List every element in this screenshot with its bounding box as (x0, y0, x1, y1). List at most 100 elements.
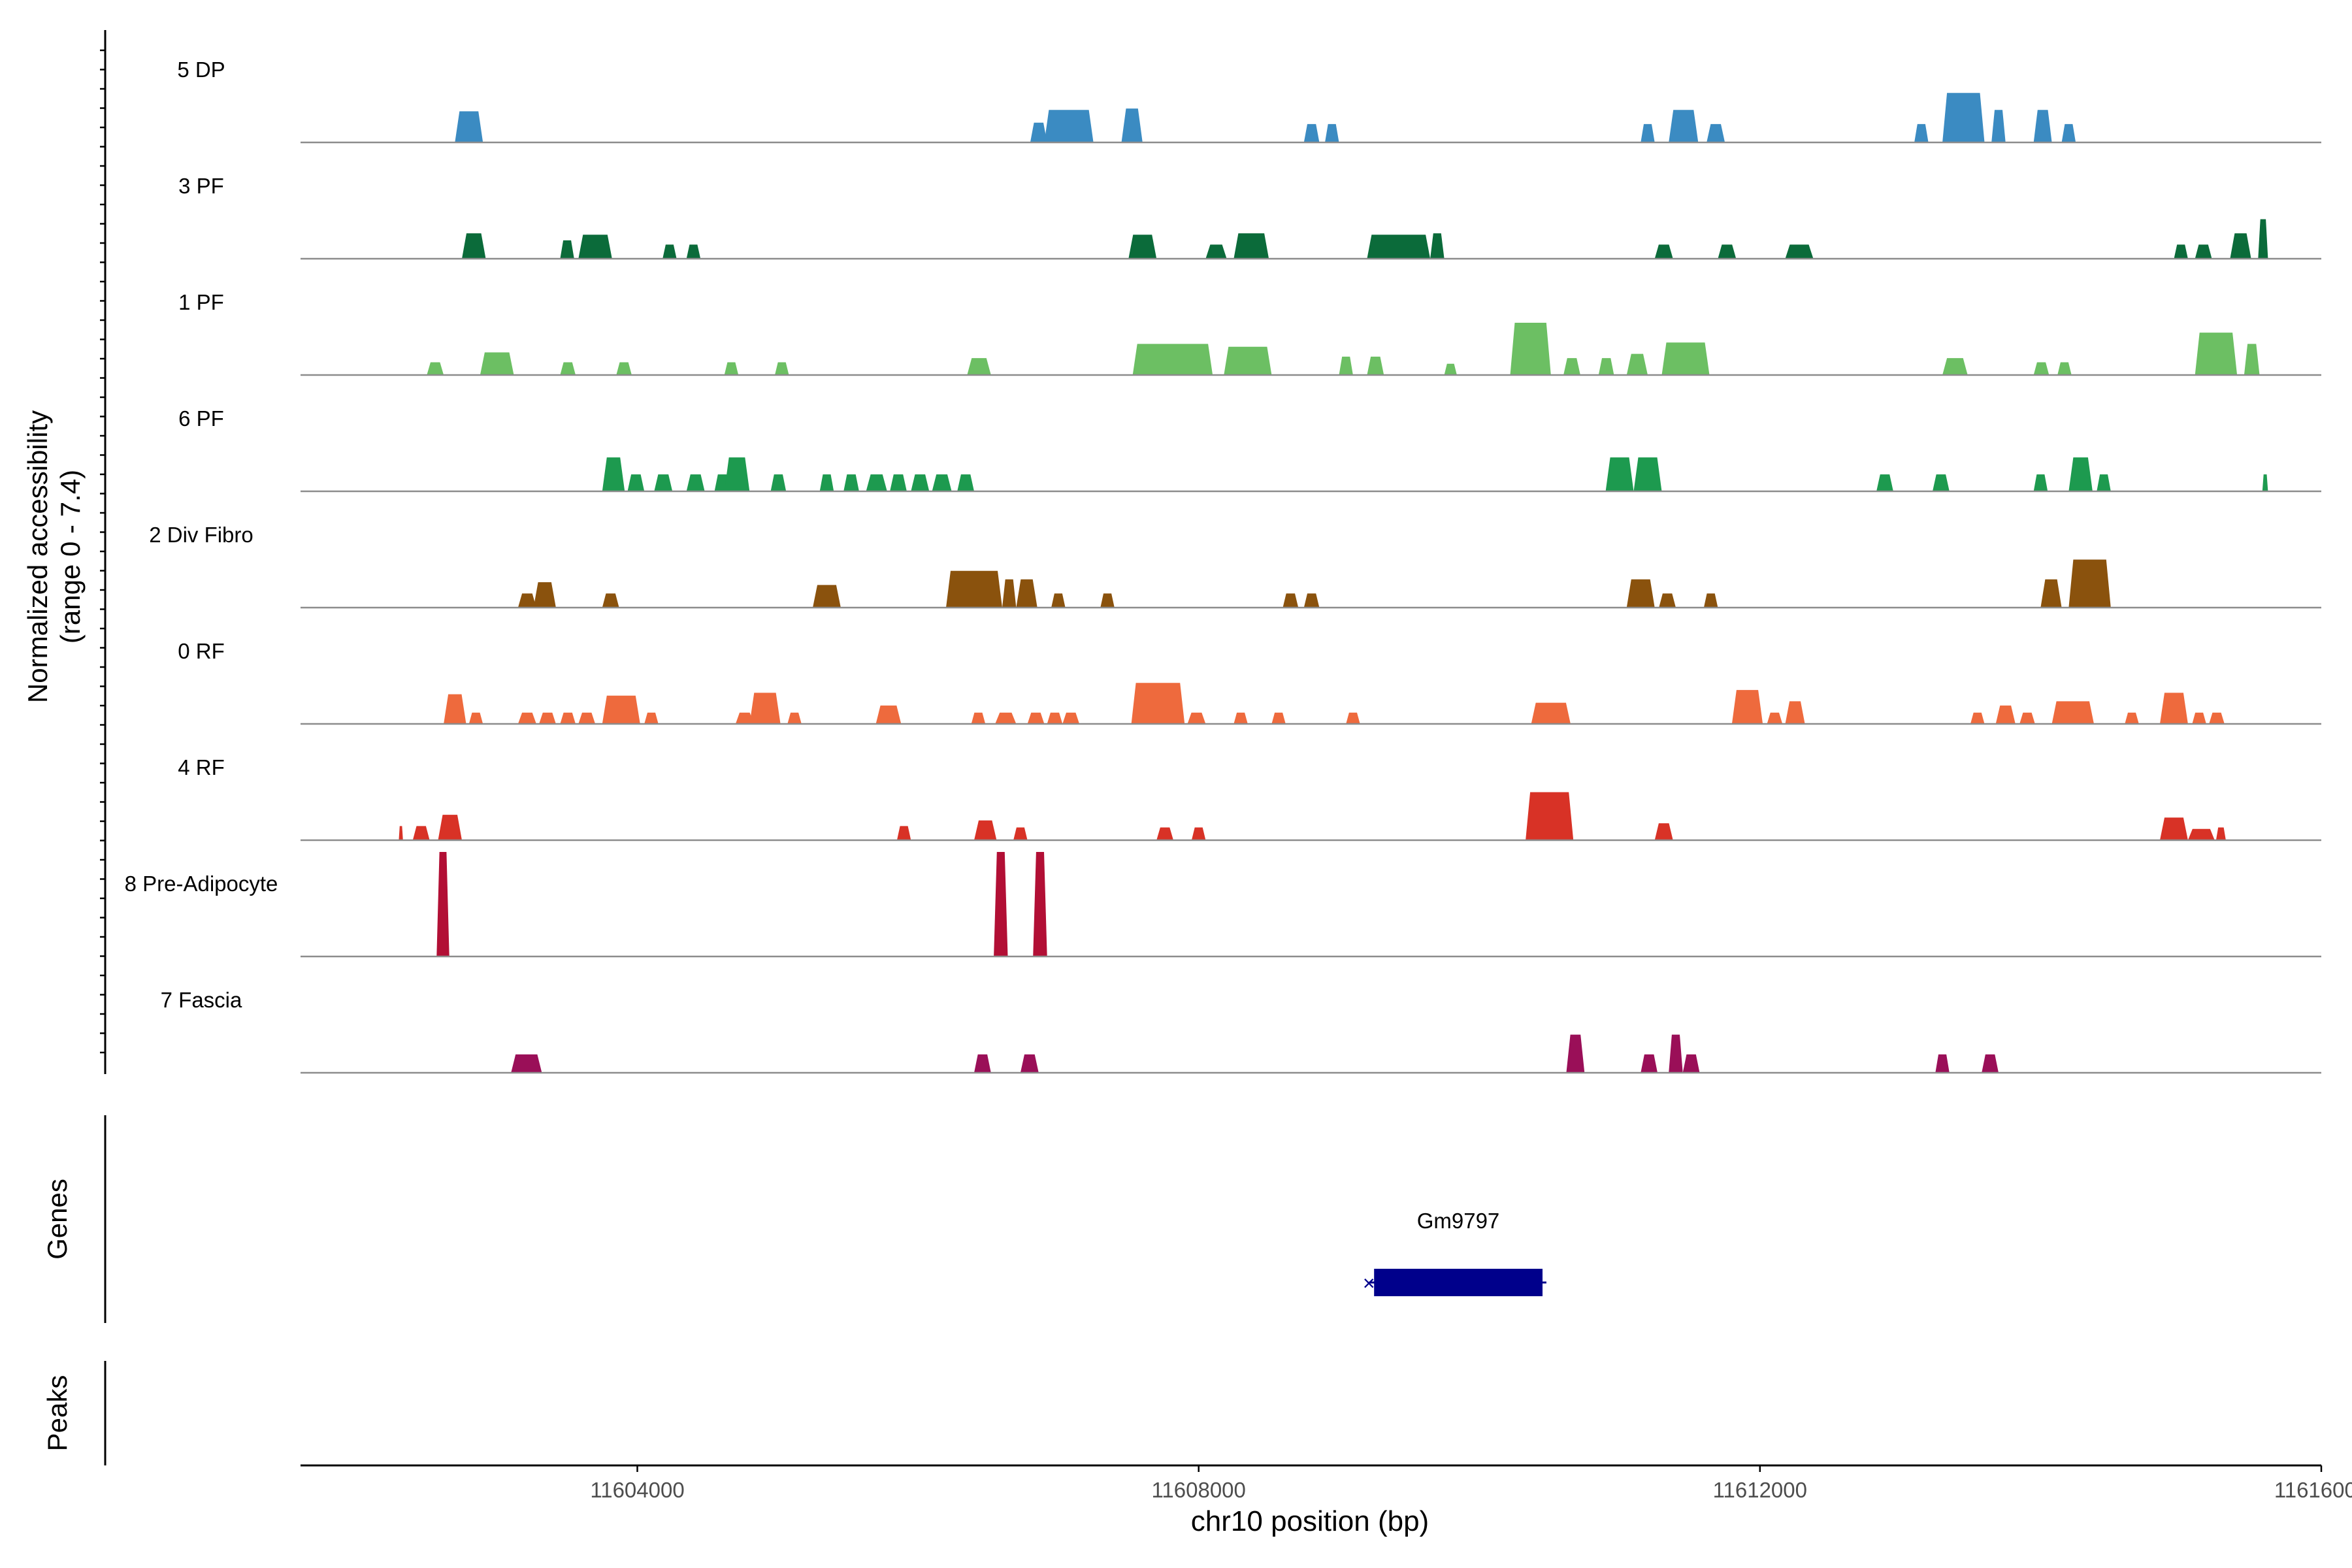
genes-panel-label: Genes (42, 1179, 73, 1260)
coverage-peak (813, 585, 841, 608)
coverage-peak (1233, 233, 1269, 259)
coverage-peak (1346, 712, 1360, 724)
coverage-peak (1935, 1054, 1950, 1073)
coverage-peak (1995, 705, 2016, 724)
coverage-peak (1339, 356, 1353, 375)
track-7-fascia: 7 Fascia (161, 988, 2321, 1074)
coverage-peak (616, 362, 632, 375)
coverage-peak (967, 358, 991, 375)
coverage-peak (866, 474, 887, 491)
coverage-peak (2057, 362, 2072, 375)
coverage-peak (724, 362, 739, 375)
x-axis-label: chr10 position (bp) (1191, 1505, 1429, 1537)
coverage-peak (1282, 593, 1299, 608)
coverage-peak (2192, 712, 2206, 724)
coverage-tracks: 5 DP 3 PF 1 PF 6 PF 2 Div Fibro 0 RF 4 RF 8 Pre… (125, 57, 2321, 1074)
coverage-peak (2262, 474, 2268, 491)
coverage-peak (2125, 712, 2139, 724)
coverage-peak (911, 474, 930, 491)
coverage-peak (2033, 110, 2052, 142)
coverage-peak (1914, 123, 1929, 142)
coverage-peak (890, 474, 907, 491)
coverage-peak (1033, 852, 1047, 956)
coverage-peak (1303, 123, 1320, 142)
coverage-peak (819, 474, 834, 491)
coverage-peak (2195, 333, 2238, 375)
coverage-peak (1303, 593, 1320, 608)
track-label: 0 RF (178, 639, 225, 663)
coverage-peak (1682, 1054, 1700, 1073)
coverage-peak (1942, 358, 1968, 375)
coverage-peak (560, 240, 574, 259)
coverage-peak (1598, 358, 1614, 375)
coverage-peak (1367, 235, 1431, 259)
coverage-peak (686, 244, 701, 259)
coverage-peak (1027, 712, 1045, 724)
coverage-peak (1051, 593, 1066, 608)
coverage-peak (399, 826, 403, 840)
track-label: 5 DP (177, 57, 225, 82)
coverage-peak (1605, 457, 1634, 491)
coverage-peak (1661, 342, 1710, 375)
coverage-peak (1044, 110, 1094, 142)
coverage-peak (971, 712, 986, 724)
coverage-peak (436, 852, 449, 956)
gene-label: Gm9797 (1417, 1209, 1500, 1233)
coverage-peak (787, 712, 802, 724)
coverage-peak (1444, 363, 1457, 375)
coverage-peak (1191, 827, 1206, 840)
coverage-panel-ticks (100, 49, 105, 1054)
coverage-peak (602, 695, 640, 724)
coverage-peak (1718, 244, 1737, 259)
coverage-peak (1626, 579, 1655, 608)
coverage-peak (578, 235, 612, 259)
track-label: 6 PF (178, 406, 224, 431)
coverage-peak (1563, 358, 1580, 375)
track-4-rf: 4 RF (178, 755, 2321, 841)
coverage-peak (896, 826, 911, 840)
coverage-peak (2068, 457, 2093, 491)
coverage-peak (533, 582, 556, 608)
coverage-peak (974, 1054, 991, 1073)
coverage-peak (1156, 827, 1173, 840)
coverage-peak (1659, 593, 1676, 608)
y-axis-label-range: (range 0 - 7.4) (55, 470, 86, 644)
track-label: 3 PF (178, 174, 224, 198)
coverage-peak (2033, 474, 2048, 491)
coverage-peak (2215, 827, 2226, 840)
coverage-peak (517, 712, 536, 724)
coverage-peak (957, 474, 974, 491)
x-tick-label: 11604000 (590, 1478, 684, 1502)
coverage-peak (1669, 1034, 1683, 1073)
coverage-peak (662, 244, 677, 259)
coverage-peak (974, 820, 997, 840)
coverage-peak (462, 233, 486, 259)
coverage-peak (1626, 353, 1648, 375)
coverage-peak (1020, 1054, 1039, 1073)
coverage-peak (480, 352, 514, 375)
coverage-peak (1016, 579, 1037, 608)
coverage-peak (1030, 122, 1047, 142)
coverage-peak (749, 693, 781, 724)
coverage-peak (1062, 712, 1080, 724)
coverage-peak (2061, 123, 2076, 142)
x-axis-ticks: 11604000 11608000 11612000 11616000 (590, 1465, 2352, 1502)
x-tick-label: 11616000 (2274, 1478, 2352, 1502)
coverage-peak (654, 474, 673, 491)
coverage-peak (932, 474, 952, 491)
coverage-peak (1132, 344, 1213, 375)
coverage-peak (1233, 712, 1248, 724)
coverage-peak (1785, 701, 1805, 724)
coverage-peak (724, 457, 750, 491)
coverage-peak (1224, 346, 1272, 375)
peaks-panel-label: Peaks (42, 1375, 73, 1452)
coverage-peak (412, 826, 430, 840)
coverage-peak (444, 694, 466, 724)
coverage-peak (1641, 1054, 1658, 1073)
coverage-peak (1876, 474, 1893, 491)
coverage-peak (1982, 1054, 1999, 1073)
track-5-dp: 5 DP (177, 57, 2321, 144)
coverage-peak (1131, 683, 1185, 724)
x-tick-label: 11612000 (1713, 1478, 1807, 1502)
coverage-peak (1325, 123, 1339, 142)
